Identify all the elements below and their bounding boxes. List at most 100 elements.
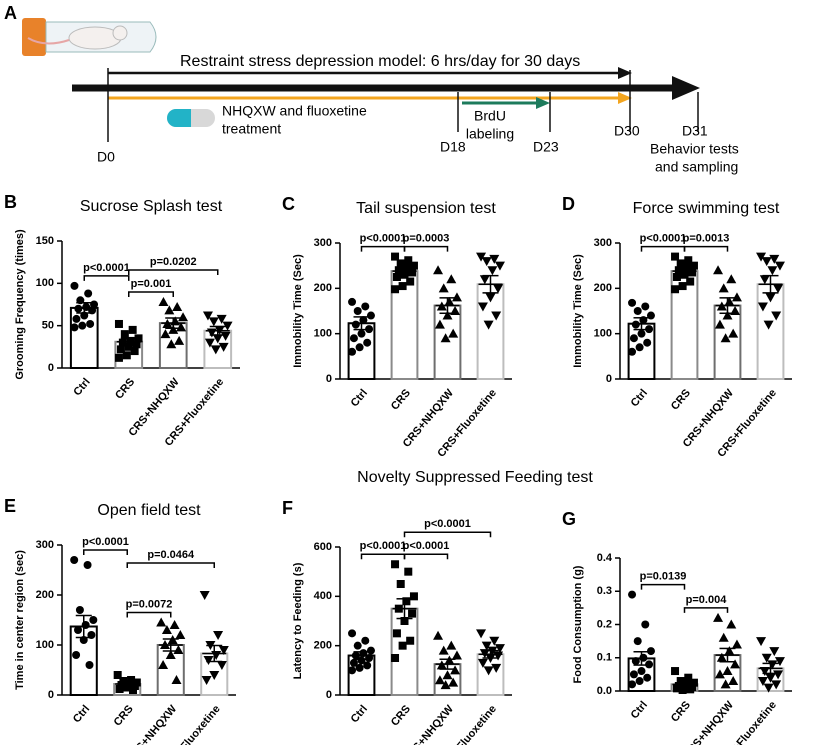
data-point (86, 319, 95, 328)
data-point (178, 312, 189, 322)
data-point (208, 317, 219, 327)
data-point (757, 677, 768, 687)
data-point (722, 666, 733, 676)
data-point (629, 670, 638, 679)
data-point (409, 261, 418, 270)
data-point (404, 567, 413, 576)
data-point (438, 645, 449, 655)
data-point (438, 283, 449, 293)
data-point (485, 654, 496, 663)
data-point (493, 284, 504, 294)
data-point (353, 307, 362, 315)
data-point (676, 259, 685, 268)
data-point (446, 274, 457, 284)
data-point (688, 268, 697, 277)
data-point (686, 685, 695, 694)
x-tick-label: CRS (112, 703, 136, 729)
data-point (357, 329, 366, 338)
data-point (444, 296, 455, 306)
data-point (637, 329, 646, 338)
x-tick-label: CRS (389, 387, 413, 413)
data-point (409, 592, 418, 601)
data-point (202, 311, 213, 321)
data-point (487, 266, 498, 276)
significance-bracket (403, 553, 449, 560)
data-point (643, 673, 652, 682)
brdu-text: BrdU (474, 108, 506, 124)
data-point (678, 282, 687, 291)
significance-bracket (83, 549, 128, 555)
data-point (483, 666, 494, 676)
day-label: D31 (682, 123, 708, 139)
data-point (442, 310, 453, 320)
data-point (476, 252, 487, 262)
data-point (731, 292, 742, 302)
data-point (446, 640, 457, 650)
data-point (175, 630, 186, 639)
data-point (348, 297, 357, 306)
data-point (160, 640, 171, 649)
day-label: D18 (440, 139, 466, 155)
data-point (444, 655, 455, 665)
data-point (481, 257, 492, 267)
data-point (402, 597, 411, 606)
panel-letter: B (4, 192, 17, 212)
data-point (361, 636, 370, 645)
data-point (359, 316, 368, 325)
y-tick-label: 0.0 (597, 685, 612, 697)
data-point (361, 302, 370, 311)
data-point (348, 666, 357, 675)
data-point (114, 353, 123, 362)
arrow-head (618, 67, 632, 79)
data-point (485, 293, 496, 303)
data-point (205, 641, 216, 650)
data-point (477, 302, 488, 312)
data-point (75, 606, 84, 614)
significance-bracket (128, 269, 219, 275)
data-point (349, 334, 358, 343)
data-point (491, 663, 502, 673)
significance-bracket (683, 607, 729, 613)
data-point (348, 629, 357, 638)
p-value-label: p=0.004 (686, 594, 728, 606)
data-point (406, 277, 415, 286)
significance-bracket (360, 245, 406, 252)
data-point (643, 338, 652, 347)
y-tick-label: 0.2 (597, 618, 612, 630)
data-point (767, 266, 778, 276)
data-point (633, 307, 642, 315)
chart: D Force swimming test Immobility Time (Sec… (562, 194, 792, 460)
p-value-label: p<0.0001 (360, 233, 407, 245)
data-point (730, 659, 741, 669)
data-point (714, 669, 725, 679)
y-tick-label: 300 (594, 237, 612, 249)
data-point (489, 254, 500, 264)
data-point (718, 283, 729, 293)
data-point (160, 329, 171, 339)
data-point (442, 670, 453, 680)
y-tick-label: 0 (326, 689, 332, 701)
final-text: Behavior tests (650, 141, 739, 157)
final-text: and sampling (655, 159, 738, 175)
data-point (450, 665, 461, 675)
significance-bracket (126, 611, 172, 618)
data-point (132, 340, 141, 349)
p-value-label: p=0.0464 (147, 549, 195, 561)
data-point (672, 273, 681, 281)
data-point (169, 620, 180, 629)
data-point (80, 311, 89, 320)
data-point (641, 302, 650, 311)
data-point (81, 621, 90, 629)
data-point (491, 311, 502, 321)
panel-letter: D (562, 194, 575, 214)
data-point (70, 556, 79, 564)
significance-bracket (640, 245, 686, 252)
data-point (391, 285, 400, 294)
chart-title: Tail suspension test (356, 200, 496, 217)
y-tick-label: 100 (36, 639, 54, 651)
chart: E Open field test Time in center region (s… (4, 496, 236, 745)
data-point (363, 338, 372, 347)
data-point (720, 679, 731, 689)
data-point (402, 263, 411, 272)
data-point (493, 651, 504, 661)
